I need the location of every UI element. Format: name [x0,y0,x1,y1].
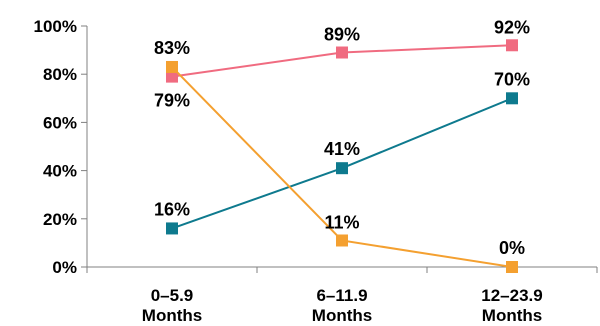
series-layer [166,39,518,273]
data-point-marker [166,60,178,73]
data-point-marker [336,234,348,247]
x-tick-label: 6–11.9 Months [312,286,372,325]
data-label: 11% [324,212,359,232]
data-point-marker [166,70,178,83]
series-0 [166,39,518,83]
x-tick-label: 12–23.9 Months [481,286,542,325]
data-point-marker [506,261,518,273]
data-point-marker [336,162,348,175]
data-label: 0% [499,238,525,258]
data-point-marker [336,46,348,59]
data-point-marker [506,39,518,52]
data-label: 41% [324,139,360,159]
data-label: 70% [494,69,530,89]
data-label: 79% [154,91,190,111]
x-tick-label: 0–5.9 Months [142,286,202,325]
data-label: 83% [154,38,190,58]
x-axis-ticks: 0–5.9 Months 6–11.9 Months 12–23.9 Months [86,267,598,325]
data-label: 16% [154,199,190,219]
series-1 [166,92,518,235]
y-tick-label: 20% [43,210,77,229]
y-axis-ticks: 0% 20% 40% 60% 80% 100% [34,17,87,277]
data-label: 92% [494,17,530,37]
y-tick-label: 60% [43,113,77,132]
y-tick-label: 40% [43,162,77,181]
series-2 [166,60,518,273]
data-label: 89% [324,25,360,45]
y-tick-label: 100% [34,17,77,36]
y-tick-label: 80% [43,65,77,84]
y-tick-label: 0% [52,258,77,277]
data-point-marker [506,92,518,105]
data-point-marker [166,222,178,235]
data-labels-layer: 79% 89% 92% 16% 41% 70% 83% 11% 0% [154,17,530,258]
